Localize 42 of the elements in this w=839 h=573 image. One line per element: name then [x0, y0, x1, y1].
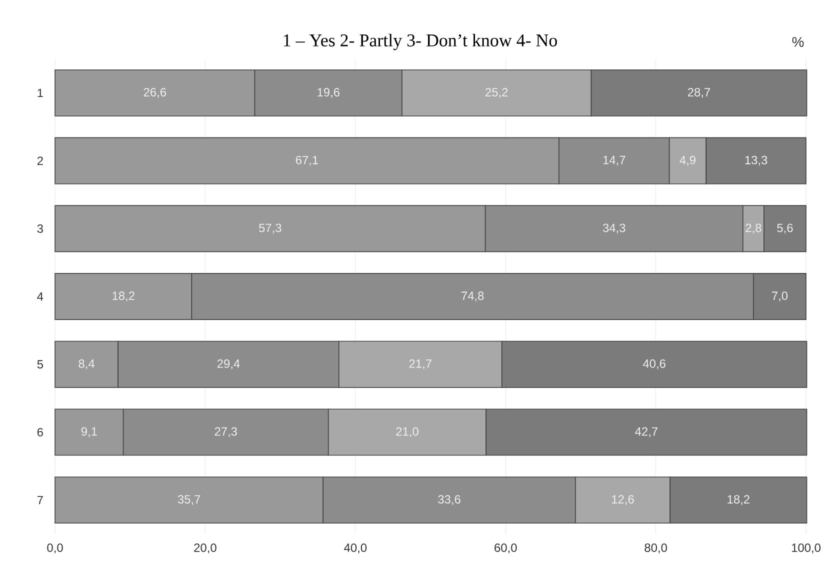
data-label: 8,4 — [78, 359, 95, 370]
data-label: 57,3 — [259, 224, 282, 234]
y-tick-label: 3 — [37, 224, 43, 233]
data-label: 26,6 — [144, 88, 166, 98]
y-tick-label: 4 — [37, 292, 44, 301]
data-label: 2,8 — [746, 224, 762, 234]
data-label: 74,8 — [462, 292, 484, 302]
data-label: 21,7 — [409, 359, 432, 370]
data-label: 12,6 — [612, 495, 634, 506]
data-label: 29,4 — [217, 359, 240, 370]
text: % — [792, 37, 804, 47]
data-label: 34,3 — [602, 224, 626, 234]
y-tick-label: 7 — [37, 496, 43, 504]
data-label: 35,7 — [178, 495, 200, 506]
data-label: 7,0 — [772, 292, 788, 302]
data-label: 19,6 — [318, 88, 340, 98]
data-label: 14,7 — [603, 156, 626, 166]
data-label: 40,6 — [642, 359, 666, 370]
data-label: 25,2 — [486, 88, 508, 98]
y-tick-label: 2 — [37, 156, 43, 165]
chart-title: 1 – Yes 2- Partly 3- Don’t know 4- No — [284, 34, 557, 50]
y-tick-label: 5 — [37, 360, 43, 369]
x-tick-label: 80,0 — [644, 544, 667, 554]
y-tick-label: 6 — [37, 428, 43, 436]
data-label: 9,1 — [81, 427, 97, 438]
data-label: 5,6 — [777, 224, 793, 234]
y-tick-label: 1 — [38, 88, 43, 98]
data-label: 18,2 — [112, 292, 134, 302]
data-label: 67,1 — [296, 156, 318, 166]
data-label: 13,3 — [745, 156, 768, 166]
data-label: 28,7 — [688, 88, 710, 98]
x-tick-label: 0,0 — [47, 544, 63, 554]
data-label: 42,7 — [635, 427, 658, 438]
data-label: 33,6 — [438, 495, 460, 506]
x-tick-label: 20,0 — [194, 544, 216, 554]
x-tick-label: 60,0 — [494, 544, 517, 554]
data-label: 21,0 — [396, 427, 418, 438]
data-label: 4,9 — [680, 156, 696, 166]
x-tick-label: 100,0 — [792, 544, 821, 554]
x-tick-label: 40,0 — [344, 544, 367, 554]
data-label: 18,2 — [728, 495, 750, 506]
data-label: 27,3 — [214, 427, 237, 438]
